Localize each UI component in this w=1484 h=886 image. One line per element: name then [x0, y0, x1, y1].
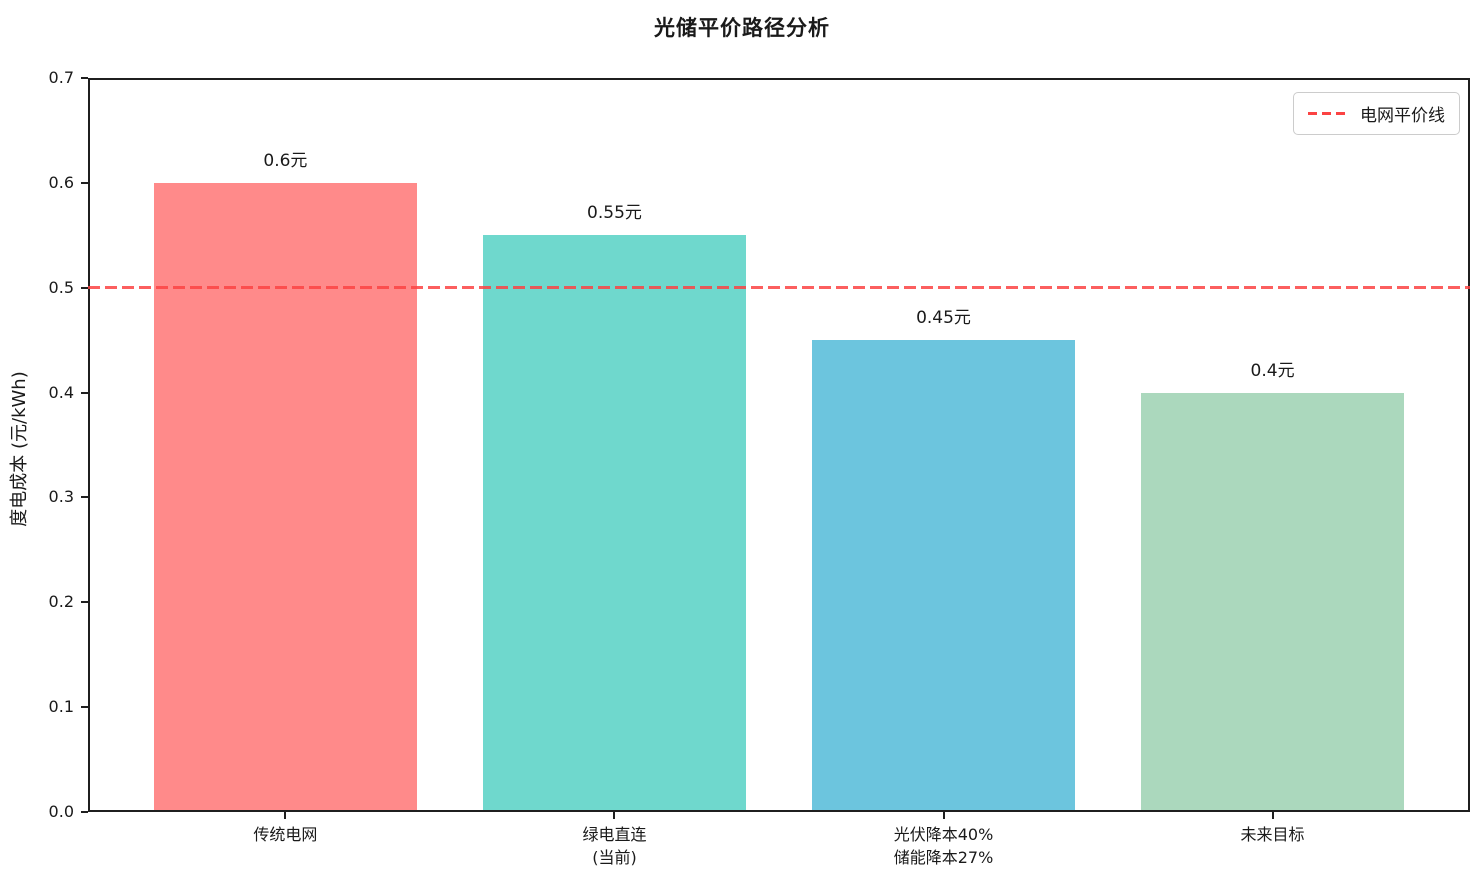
y-tick-mark [81, 391, 88, 394]
bar-value-label: 0.6元 [263, 150, 308, 171]
y-tick-mark [81, 706, 88, 709]
plot-area [88, 78, 1470, 812]
dashed-line-icon [1308, 112, 1348, 115]
y-tick-label: 0.0 [48, 802, 74, 821]
x-tick-label: 绿电直连 (当前) [582, 825, 647, 867]
bar [153, 182, 418, 810]
grid-parity-line [88, 286, 1470, 290]
legend-label: 电网平价线 [1360, 106, 1445, 126]
y-tick-mark [81, 811, 88, 813]
y-tick-label: 0.3 [48, 487, 74, 507]
bar [1140, 392, 1405, 810]
y-tick-mark [81, 496, 88, 499]
x-tick-mark [284, 812, 287, 819]
bar-value-label: 0.55元 [587, 203, 642, 224]
y-axis-label: 度电成本 (元/kWh) [9, 371, 30, 527]
bar-value-label: 0.4元 [1250, 360, 1295, 381]
x-tick-mark [942, 812, 945, 819]
chart-title: 光储平价路径分析 [654, 16, 830, 40]
bar [811, 340, 1076, 810]
x-tick-mark [1271, 812, 1274, 819]
y-tick-mark [81, 286, 88, 289]
y-tick-label: 0.5 [48, 277, 74, 297]
y-tick-mark [81, 77, 88, 79]
y-tick-label: 0.2 [48, 592, 74, 612]
legend: 电网平价线 [1293, 92, 1460, 135]
y-tick-mark [81, 181, 88, 184]
bar [482, 235, 747, 810]
bar-value-label: 0.45元 [916, 308, 971, 329]
x-tick-label: 光伏降本40% 储能降本27% [893, 825, 994, 867]
x-tick-label: 未来目标 [1240, 825, 1305, 844]
x-tick-mark [613, 812, 616, 819]
y-tick-mark [81, 601, 88, 604]
x-tick-label: 传统电网 [253, 825, 318, 844]
y-tick-label: 0.6 [48, 172, 74, 192]
y-tick-label: 0.7 [48, 68, 74, 87]
y-tick-label: 0.1 [48, 697, 74, 717]
y-tick-label: 0.4 [48, 382, 74, 402]
